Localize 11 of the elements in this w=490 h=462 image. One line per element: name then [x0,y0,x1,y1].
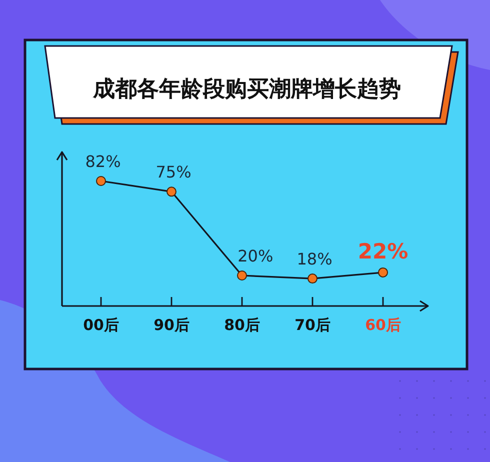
value-label: 75% [156,162,192,182]
x-tick-label: 80后 [224,316,260,334]
annotation: 22% [358,239,408,264]
value-label: 20% [238,246,274,266]
x-tick-label: 90后 [154,316,190,334]
value-label: 82% [85,152,121,171]
value-label: 18% [296,250,332,269]
x-tick-label: 70后 [294,316,330,334]
x-tick-label: 00后 [83,316,119,334]
title: 成都各年龄段购买潮牌增长趋势 [93,77,401,102]
x-tick-label: 60后 [365,316,401,334]
